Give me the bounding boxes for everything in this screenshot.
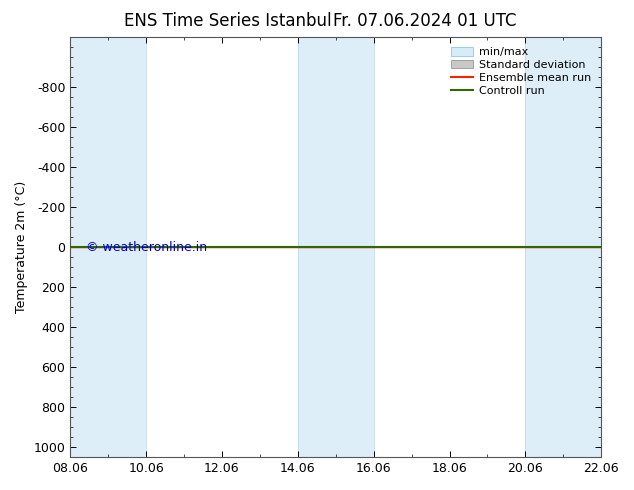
Y-axis label: Temperature 2m (°C): Temperature 2m (°C) [15,181,28,313]
Text: Fr. 07.06.2024 01 UTC: Fr. 07.06.2024 01 UTC [333,12,517,30]
Legend: min/max, Standard deviation, Ensemble mean run, Controll run: min/max, Standard deviation, Ensemble me… [447,43,595,100]
Text: ENS Time Series Istanbul: ENS Time Series Istanbul [124,12,332,30]
Text: © weatheronline.in: © weatheronline.in [86,241,207,254]
Bar [526,37,601,457]
Bar [70,37,146,457]
Bar [298,37,373,457]
